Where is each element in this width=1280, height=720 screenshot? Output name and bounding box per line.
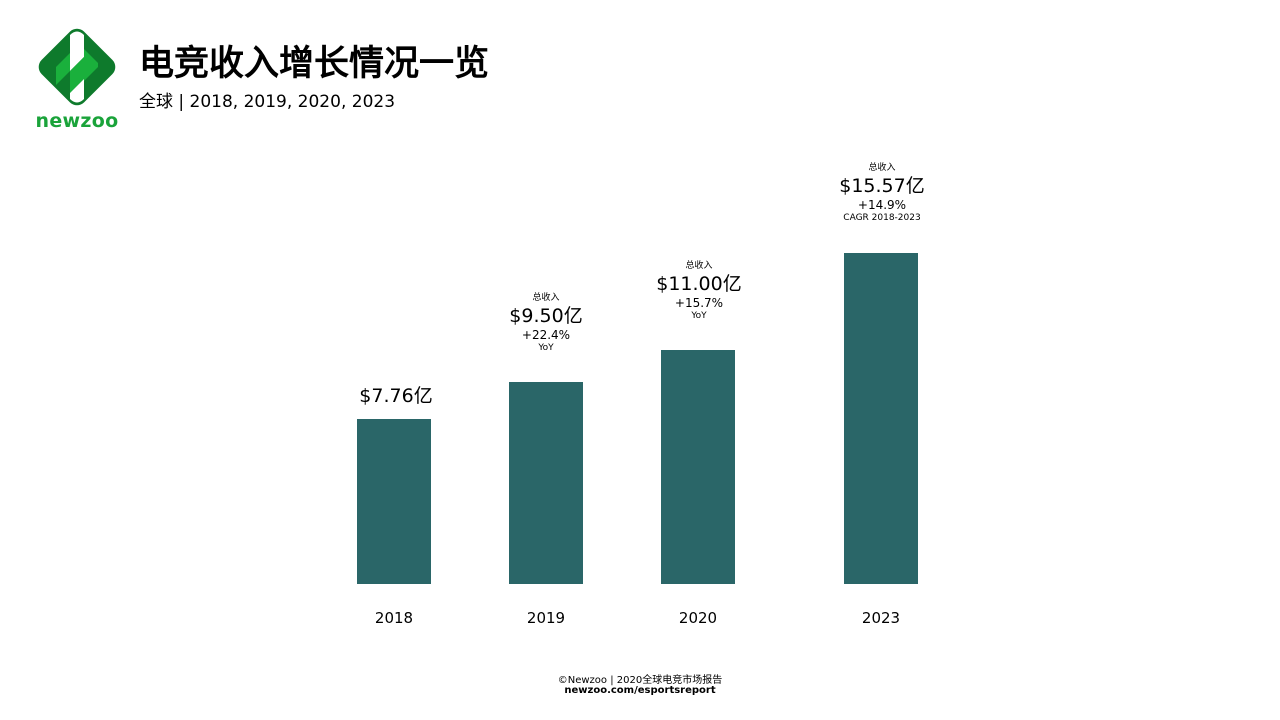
bar-2018 bbox=[357, 419, 431, 584]
bar-2019 bbox=[509, 382, 583, 584]
caption-label: 总收入 bbox=[532, 293, 560, 303]
value-label: $9.50亿 bbox=[509, 305, 583, 327]
footer-link[interactable]: newzoo.com/esportsreport bbox=[564, 685, 716, 696]
value-label: $7.76亿 bbox=[359, 385, 433, 407]
growth-label: +22.4% bbox=[521, 328, 571, 342]
footer-copyright: ©Newzoo | 2020全球电竞市场报告 bbox=[557, 675, 723, 686]
growth-label: +15.7% bbox=[674, 296, 724, 310]
value-label: $15.57亿 bbox=[839, 175, 925, 197]
newzoo-logo: newzoo bbox=[34, 27, 120, 132]
page-title: 电竞收入增长情况一览 bbox=[139, 44, 490, 84]
newzoo-logo-icon bbox=[38, 28, 116, 106]
data-label-2018: $7.76亿 bbox=[316, 387, 476, 406]
logo-wordmark: newzoo bbox=[35, 110, 119, 132]
x-tick-2023: 2023 bbox=[861, 609, 901, 627]
x-tick-2019: 2019 bbox=[526, 609, 566, 627]
note-label: YoY bbox=[691, 311, 707, 321]
growth-label: +14.9% bbox=[857, 198, 907, 212]
data-label-2019: 总收入 $9.50亿 +22.4% YoY bbox=[466, 294, 626, 353]
x-tick-2020: 2020 bbox=[678, 609, 718, 627]
bar-2023 bbox=[844, 253, 918, 584]
caption-label: 总收入 bbox=[685, 261, 713, 271]
note-label: CAGR 2018-2023 bbox=[843, 213, 921, 223]
value-label: $11.00亿 bbox=[656, 273, 742, 295]
data-label-2020: 总收入 $11.00亿 +15.7% YoY bbox=[619, 262, 779, 321]
x-tick-2018: 2018 bbox=[374, 609, 414, 627]
caption-label: 总收入 bbox=[868, 163, 896, 173]
note-label: YoY bbox=[538, 343, 554, 353]
data-label-2023: 总收入 $15.57亿 +14.9% CAGR 2018-2023 bbox=[802, 164, 962, 223]
page-subtitle: 全球 | 2018, 2019, 2020, 2023 bbox=[139, 92, 396, 112]
bar-2020 bbox=[661, 350, 735, 584]
